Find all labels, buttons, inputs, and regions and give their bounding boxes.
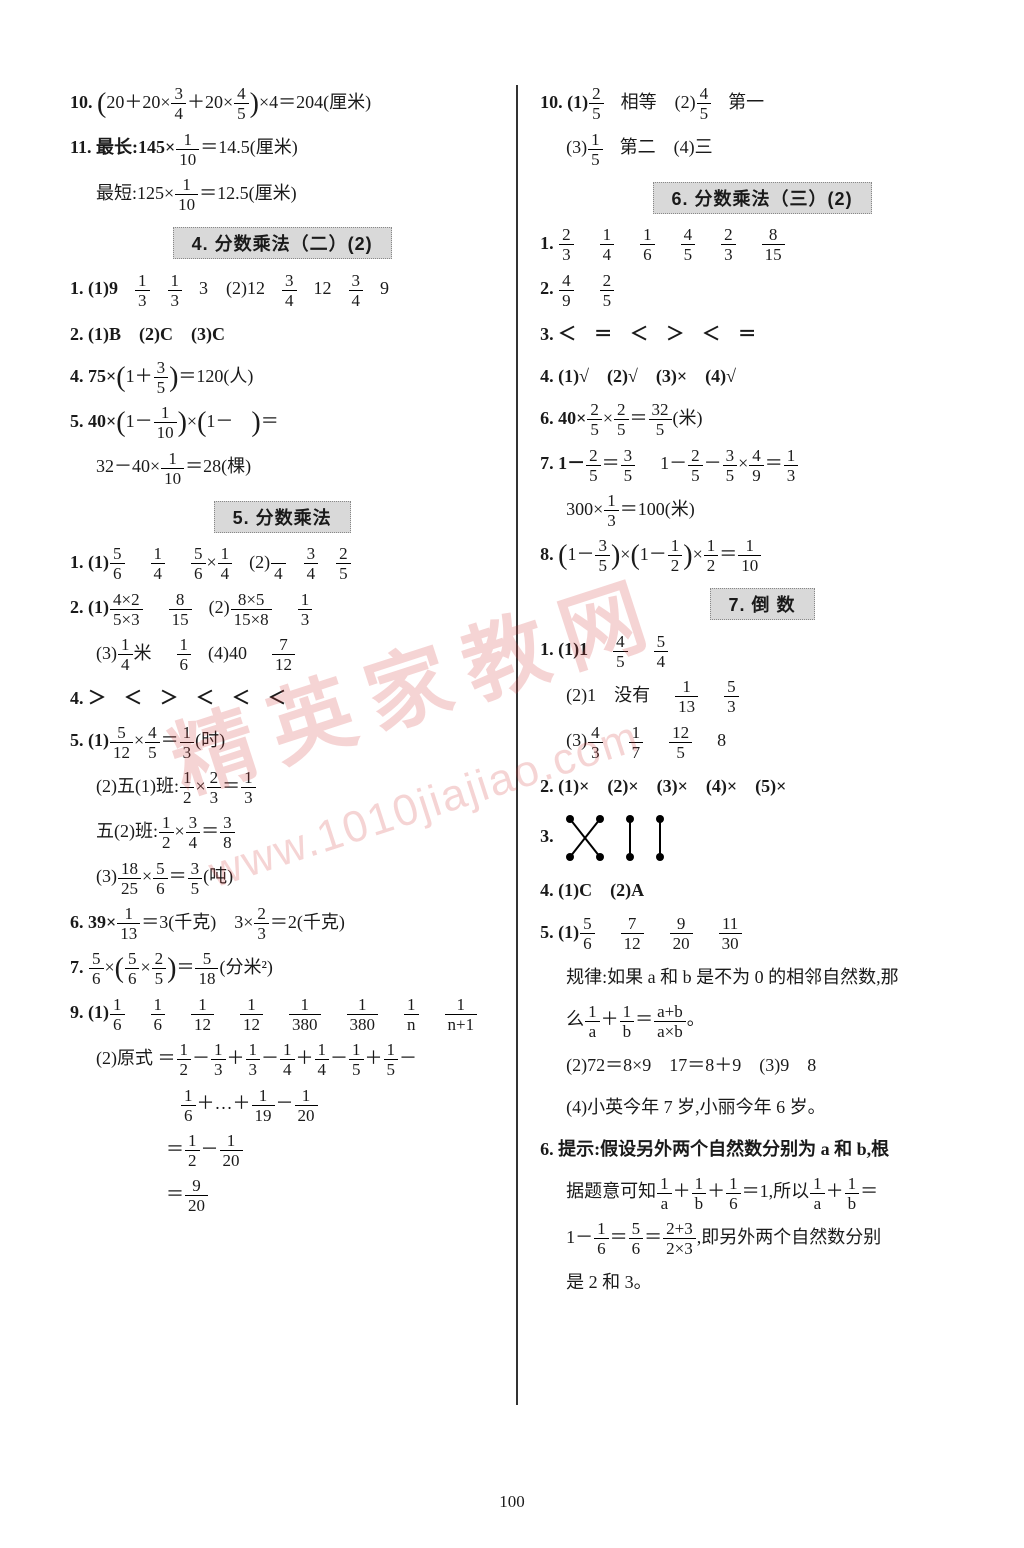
text-line: 五(2)班:12×34＝38: [96, 814, 494, 851]
text-line: 7. 56×(56×25)＝518(分米²): [70, 950, 494, 987]
text-line: 2. (1)4×25×3815(2)8×515×813: [70, 590, 494, 627]
text-line: (3)1825×56＝35(吨): [96, 859, 494, 896]
text-line: 2. 4925: [540, 271, 984, 308]
text-line: (3)15第二 (4)三: [566, 130, 984, 167]
text-line: 5. (1)567129201130: [540, 915, 984, 952]
two-column-layout: 10. (20＋20×34＋20×45)×4＝204(厘米) 11. 最长:14…: [70, 85, 984, 1425]
text-line: 规律:如果 a 和 b 是不为 0 的相邻自然数,那: [566, 960, 984, 994]
text-line: 3.: [540, 811, 984, 865]
text-line: 2. (1)× (2)× (3)× (4)× (5)×: [540, 769, 984, 803]
text-line: 4. (1)C (2)A: [540, 873, 984, 907]
text-line: 9. (1)1616112112138013801n1n+1: [70, 995, 494, 1032]
text-line: (4)小英今年 7 岁,小丽今年 6 岁。: [566, 1090, 984, 1124]
text-line: 最短:125×110＝12.5(厘米): [96, 176, 494, 213]
section-header: 6. 分数乘法（三）(2): [540, 182, 984, 214]
text-line: 8. (1－35)×(1－12)×12＝110: [540, 537, 984, 574]
text-line: 1. (1)14554: [540, 632, 984, 669]
text-line: 1. (1)913133 (2)123412349: [70, 271, 494, 308]
text-line: 6. 39×113＝3(千克) 3×23＝2(千克): [70, 905, 494, 942]
text-line: (3)43171258: [566, 723, 984, 760]
column-divider: [516, 85, 518, 1405]
text-line: 16＋…＋119－120: [180, 1086, 494, 1123]
section-header: 5. 分数乘法: [70, 501, 494, 533]
text-line: (2)原式 ＝12－13＋13－14＋14－15＋15－: [96, 1041, 494, 1078]
left-column: 10. (20＋20×34＋20×45)×4＝204(厘米) 11. 最长:14…: [70, 85, 494, 1425]
text-line: (3)14米16(4)40712: [96, 636, 494, 673]
text-line: 据题意可知1a＋1b＋16＝1,所以1a＋1b＝: [566, 1174, 984, 1211]
text-line: 32－40×110＝28(棵): [96, 449, 494, 486]
matching-diagram-icon: [558, 811, 668, 865]
page-number: 100: [0, 1492, 1024, 1512]
section-badge: 7. 倒 数: [710, 588, 815, 620]
text-line: ＝920: [166, 1177, 494, 1214]
text-line: 6. 40×25×25＝325(米): [540, 401, 984, 438]
text-line: 7. 1－25＝351－25－35×49＝13: [540, 446, 984, 483]
text-line: 4. ＞ ＜ ＞ ＜ ＜ ＜: [70, 681, 494, 715]
text-line: 1. (1)561456×14(2) 43425: [70, 545, 494, 582]
text-line: 3. ＜ ＝ ＜ ＞ ＜ ＝: [540, 317, 984, 351]
section-header: 4. 分数乘法（二）(2): [70, 227, 494, 259]
text-line: 300×13＝100(米): [566, 492, 984, 529]
text-line: 11. 最长:145×110＝14.5(厘米): [70, 130, 494, 167]
text-line: 6. 提示:假设另外两个自然数分别为 a 和 b,根: [540, 1132, 984, 1166]
right-column: 10. (1)25相等 (2)45第一 (3)15第二 (4)三 6. 分数乘法…: [540, 85, 984, 1425]
text-line: 1. 2314164523815: [540, 226, 984, 263]
text-line: 10. (20＋20×34＋20×45)×4＝204(厘米): [70, 85, 494, 122]
text-line: 4. (1)√ (2)√ (3)× (4)√: [540, 359, 984, 393]
text-line: 10. (1)25相等 (2)45第一: [540, 85, 984, 122]
text-line: 5. (1)512×45＝13(时): [70, 723, 494, 760]
section-badge: 6. 分数乘法（三）(2): [653, 182, 872, 214]
text-line: (2)72＝8×9 17＝8＋9 (3)9 8: [566, 1048, 984, 1082]
text-line: 4. 75×(1＋35)＝120(人): [70, 359, 494, 396]
section-badge: 5. 分数乘法: [214, 501, 351, 533]
text-line: (2)1 没有11353: [566, 678, 984, 715]
section-badge: 4. 分数乘法（二）(2): [173, 227, 392, 259]
text-line: 么1a＋1b＝a+ba×b。: [566, 1002, 984, 1039]
text-line: ＝12－120: [166, 1132, 494, 1169]
text-line: 1－16＝56＝2+32×3,即另外两个自然数分别: [566, 1220, 984, 1257]
text-line: 是 2 和 3。: [566, 1265, 984, 1299]
text-line: 5. 40×(1－110)×(1－ )＝: [70, 404, 494, 441]
section-header: 7. 倒 数: [540, 588, 984, 620]
text-line: 2. (1)B (2)C (3)C: [70, 317, 494, 351]
text-line: (2)五(1)班:12×23＝13: [96, 769, 494, 806]
